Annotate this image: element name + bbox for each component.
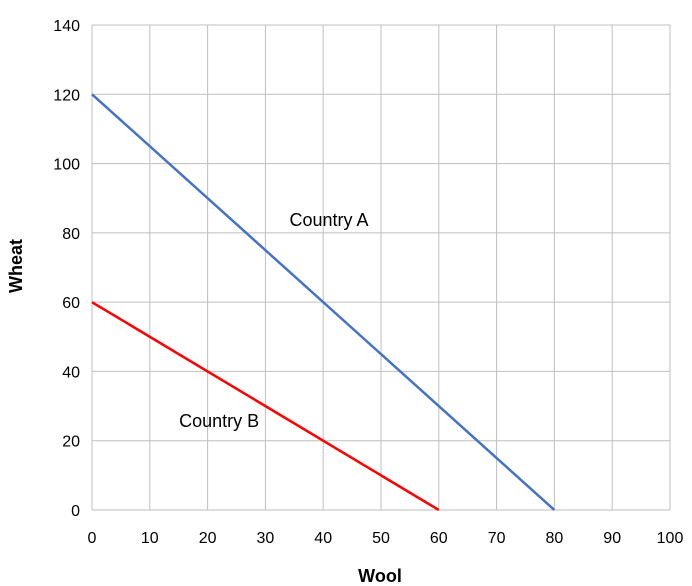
annotations: Country A Country B: [179, 210, 368, 431]
x-tick-label: 40: [314, 530, 332, 547]
y-tick-label: 80: [62, 226, 80, 243]
x-tick-label: 100: [657, 530, 684, 547]
y-tick-label: 60: [62, 295, 80, 312]
y-tick-label: 140: [53, 18, 80, 35]
y-axis-title: Wheat: [6, 239, 26, 293]
x-axis-title: Wool: [358, 566, 402, 586]
series-line-country-b: [91, 301, 440, 512]
y-tick-label: 100: [53, 157, 80, 174]
x-tick-labels: 0 10 20 30 40 50 60 70 80 90 100: [88, 530, 684, 547]
x-tick-label: 10: [141, 530, 159, 547]
series-line-country-a: [91, 93, 556, 511]
y-tick-labels: 0 20 40 60 80 100 120 140: [53, 18, 80, 520]
x-tick-label: 0: [88, 530, 97, 547]
grid-lines: [91, 24, 671, 511]
y-tick-label: 40: [62, 364, 80, 381]
x-tick-label: 20: [199, 530, 217, 547]
x-tick-label: 30: [257, 530, 275, 547]
y-tick-label: 0: [71, 503, 80, 520]
y-tick-label: 120: [53, 87, 80, 104]
y-tick-label: 20: [62, 434, 80, 451]
x-tick-label: 50: [372, 530, 390, 547]
x-tick-label: 70: [488, 530, 506, 547]
x-tick-label: 90: [603, 530, 621, 547]
series-annotation: Country B: [179, 411, 259, 431]
x-tick-label: 80: [546, 530, 564, 547]
x-tick-label: 60: [430, 530, 448, 547]
series-annotation: Country A: [289, 210, 368, 230]
series-lines: [91, 93, 556, 512]
